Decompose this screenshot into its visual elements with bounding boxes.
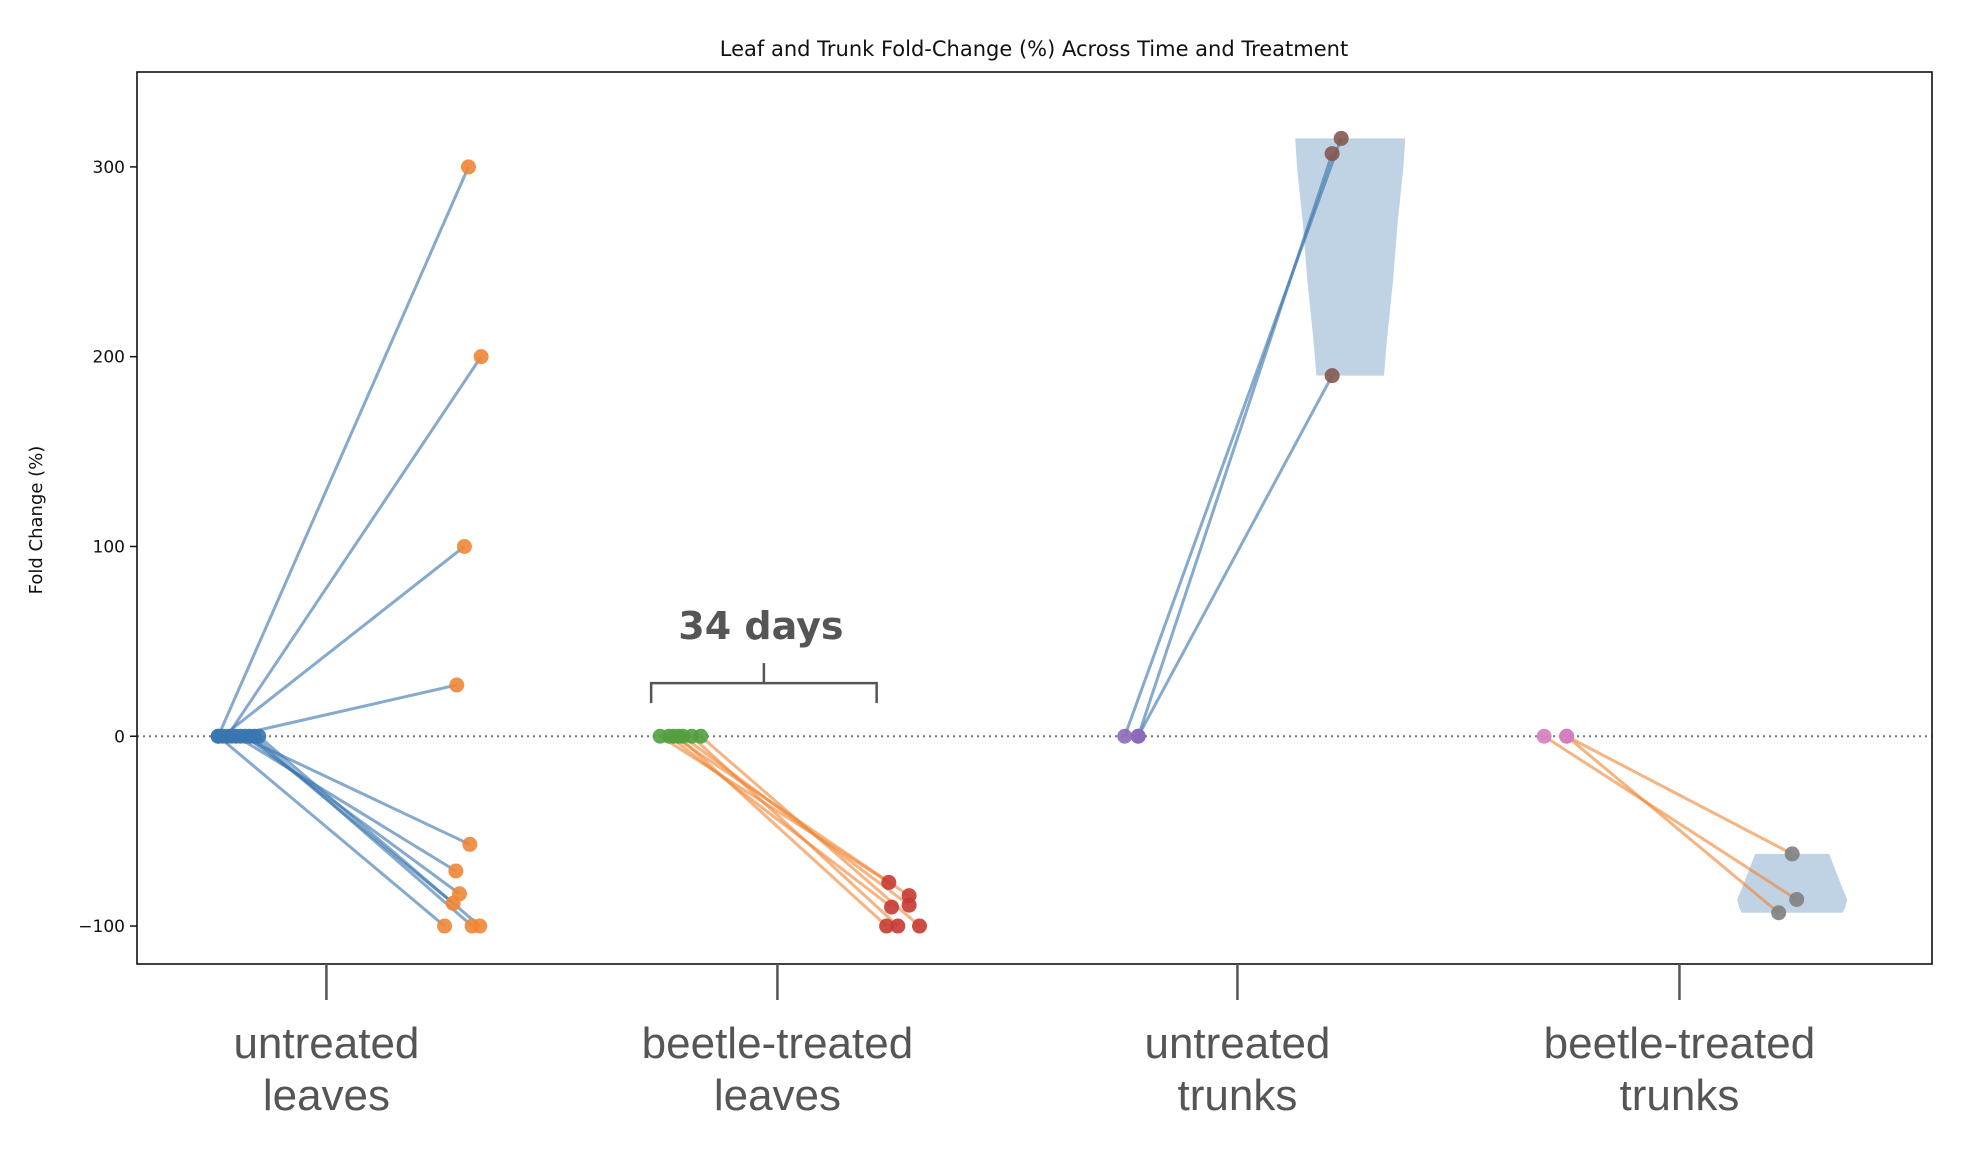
category-label: untreated: [233, 1019, 419, 1068]
post-point: [890, 918, 906, 934]
y-tick-label: 0: [114, 727, 125, 747]
post-point: [437, 918, 453, 934]
post-point: [1324, 368, 1340, 384]
pre-point: [1559, 728, 1575, 744]
y-axis-label: Fold Change (%): [26, 446, 47, 595]
post-point: [460, 159, 476, 175]
post-point: [456, 538, 472, 554]
pair-line: [216, 166, 470, 737]
post-point: [1771, 905, 1787, 921]
post-point: [901, 897, 917, 913]
annotation-34-days: 34 days: [649, 604, 878, 704]
annotation-bracket: [649, 663, 878, 704]
post-point: [884, 899, 900, 915]
post-point: [472, 918, 488, 934]
violins: [1295, 138, 1848, 913]
category-label: leaves: [263, 1071, 390, 1120]
post-point: [462, 836, 478, 852]
y-tick-label: 200: [93, 348, 125, 368]
y-tick-label: 100: [93, 537, 125, 557]
pre-point: [670, 728, 686, 744]
category-label: trunks: [1178, 1071, 1298, 1120]
post-point: [1789, 891, 1805, 907]
pair-line: [659, 734, 890, 884]
pair-line: [690, 735, 899, 928]
points: [210, 130, 1805, 934]
pre-point: [1130, 728, 1146, 744]
category-label: beetle-treated: [642, 1019, 914, 1068]
pre-point: [1536, 728, 1552, 744]
post-point: [448, 863, 464, 879]
pair-line: [1136, 153, 1334, 737]
y-ticks: −100 0 100 200 300: [78, 158, 137, 937]
category-label: beetle-treated: [1544, 1019, 1816, 1068]
category-label: trunks: [1620, 1071, 1740, 1120]
category-label: untreated: [1144, 1019, 1330, 1068]
violin-untreated-trunks: [1295, 138, 1406, 376]
pair-line: [1543, 734, 1798, 901]
pair-line: [1565, 735, 1780, 914]
post-point: [911, 918, 927, 934]
pre-point: [251, 728, 267, 744]
pair-line: [231, 683, 458, 738]
pair-line: [221, 545, 466, 738]
pair-line: [225, 355, 483, 738]
pair-line: [217, 735, 446, 928]
post-point: [1784, 846, 1800, 862]
pre-point: [1117, 728, 1133, 744]
post-point: [449, 677, 465, 693]
category-label: leaves: [714, 1071, 841, 1120]
pair-line: [699, 735, 921, 928]
y-tick-label: −100: [78, 917, 125, 937]
post-point: [879, 918, 895, 934]
annotation-text: 34 days: [678, 604, 843, 648]
post-point: [1333, 130, 1349, 146]
pair-line: [668, 735, 893, 909]
pre-point: [210, 728, 226, 744]
chart-title: Leaf and Trunk Fold-Change (%) Across Ti…: [720, 37, 1348, 61]
pair-lines: [216, 137, 1798, 928]
post-point: [881, 874, 897, 890]
post-point: [473, 349, 489, 365]
pair-line: [235, 734, 457, 873]
plot-frame: [136, 71, 1933, 965]
post-point: [445, 895, 461, 911]
pair-line: [257, 735, 481, 928]
pair-line: [1565, 734, 1793, 856]
violin-beetle-treated-trunks: [1737, 853, 1848, 913]
y-tick-label: 300: [93, 158, 125, 178]
pair-line: [1136, 374, 1334, 737]
pair-line: [677, 735, 888, 928]
pre-point: [693, 728, 709, 744]
post-point: [1324, 146, 1340, 162]
x-ticks: untreatedleavesbeetle-treatedleavesuntre…: [233, 964, 1815, 1120]
pair-line: [253, 735, 474, 928]
